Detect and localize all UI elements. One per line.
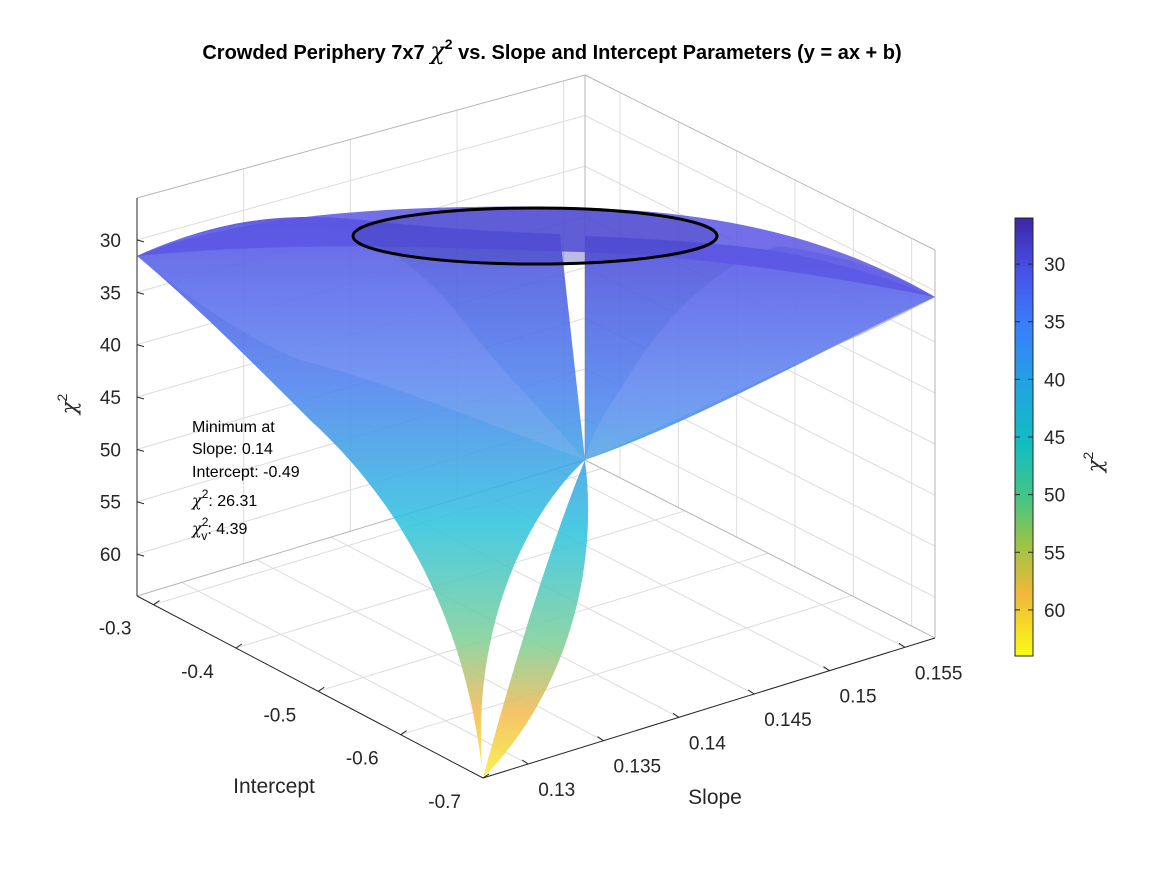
x-tick-mark xyxy=(597,736,604,742)
z-tick-mark xyxy=(136,448,145,452)
colorbar-tick-label: 55 xyxy=(1044,543,1065,564)
x-tick-label: 0.155 xyxy=(915,663,963,684)
z-tick-label: 50 xyxy=(100,440,121,461)
front-axis-line xyxy=(136,595,484,779)
chi2-surface xyxy=(137,206,935,778)
colorbar-tick-label: 40 xyxy=(1044,370,1065,391)
z-tick-mark xyxy=(136,239,145,243)
x-floor-gridline xyxy=(480,491,830,672)
z-tick-label: 35 xyxy=(100,283,121,304)
annotation-line-2: Slope: 0.14 xyxy=(192,441,273,458)
x-axis-label: Slope xyxy=(688,786,742,809)
z-axis-label: χ2 xyxy=(54,394,81,417)
y-axis-label: Intercept xyxy=(233,775,315,798)
x-floor-gridline xyxy=(554,468,906,648)
y-tick-mark xyxy=(482,773,490,779)
y-tick-label: -0.5 xyxy=(263,705,296,726)
surface-top-sheet xyxy=(137,206,935,297)
box-edge xyxy=(584,74,936,251)
x-axis-ticks: 0.13 0.135 0.14 0.145 0.15 0.155 xyxy=(521,642,963,801)
y-tick-mark xyxy=(400,730,407,736)
z-tick-label: 40 xyxy=(100,336,121,357)
x-tick-label: 0.14 xyxy=(689,733,726,754)
x-tick-label: 0.145 xyxy=(764,710,812,731)
y-tick-label: -0.3 xyxy=(99,619,132,640)
surface-right-lobe xyxy=(483,236,935,778)
colorbar: 30 35 40 45 50 55 60 χ2 xyxy=(1014,217,1107,657)
z-tick-label: 60 xyxy=(100,545,121,566)
annotation-chi2: χ2: 26.31 xyxy=(191,487,257,510)
y-axis-ticks: -0.3 -0.4 -0.5 -0.6 -0.7 xyxy=(99,600,490,813)
minimum-annotation: Minimum at Slope: 0.14 Intercept: -0.49 … xyxy=(191,419,300,543)
z-tick-mark xyxy=(136,291,145,295)
y-tick-label: -0.7 xyxy=(428,792,461,813)
z-tick-label: 30 xyxy=(100,231,121,252)
surface-far-right-face xyxy=(585,246,935,460)
colorbar-ticks: 30 35 40 45 50 55 60 xyxy=(1015,255,1065,622)
colorbar-tick-label: 30 xyxy=(1044,255,1065,276)
annotation-chi2-reduced: χ2 v: 4.39 xyxy=(191,515,248,543)
y-tick-mark xyxy=(235,643,243,649)
y-tick-mark xyxy=(153,600,160,606)
colorbar-tick-label: 60 xyxy=(1044,601,1065,622)
box-edge xyxy=(584,459,936,639)
y-tick-label: -0.4 xyxy=(181,662,214,683)
box-edge xyxy=(136,74,586,199)
x-tick-mark xyxy=(521,759,529,765)
confidence-contour xyxy=(351,206,719,266)
colorbar-tick-label: 50 xyxy=(1044,486,1065,507)
z-tick-label: 55 xyxy=(100,493,121,514)
colorbar-tick-label: 45 xyxy=(1044,428,1065,449)
z-tick-mark xyxy=(136,553,145,557)
x-floor-gridline xyxy=(256,559,604,742)
y-tick-label: -0.6 xyxy=(346,749,379,770)
x-tick-mark xyxy=(823,666,830,672)
colorbar-tick-label: 35 xyxy=(1044,313,1065,334)
chart-title: Crowded Periphery 7x7 χ2 vs. Slope and I… xyxy=(202,36,901,65)
z-axis-ticks: 30 35 40 45 50 55 60 xyxy=(100,231,145,566)
x-floor-gridline xyxy=(181,581,529,765)
x-tick-label: 0.13 xyxy=(538,780,575,801)
colorbar-label: χ2 xyxy=(1080,452,1107,475)
x-tick-mark xyxy=(898,642,906,648)
z-tick-mark xyxy=(136,501,145,505)
z-tick-mark xyxy=(136,396,145,400)
x-tick-label: 0.15 xyxy=(840,687,877,708)
x-tick-mark xyxy=(747,689,755,695)
surface-far-left-face xyxy=(137,220,585,460)
x-tick-mark xyxy=(672,712,680,718)
y-tick-mark xyxy=(317,686,325,692)
z-tick-mark xyxy=(136,344,145,348)
front-axis-line xyxy=(482,637,936,779)
z-tick-label: 45 xyxy=(100,388,121,409)
x-floor-gridline xyxy=(330,536,680,718)
x-tick-label: 0.135 xyxy=(614,757,662,778)
annotation-line-3: Intercept: -0.49 xyxy=(192,464,300,481)
annotation-line-1: Minimum at xyxy=(192,419,275,436)
